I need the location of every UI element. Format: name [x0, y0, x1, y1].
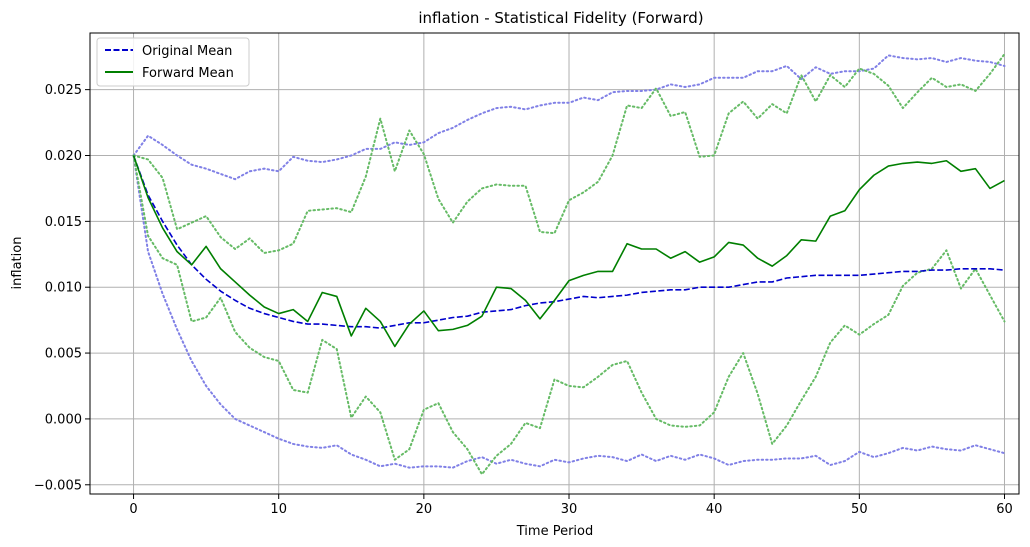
y-tick-label: 0.005 [45, 347, 82, 362]
x-axis-label: Time Period [516, 524, 593, 539]
legend: Original Mean Forward Mean [96, 37, 250, 87]
axis-ticks: 0 10 20 30 40 50 60 −0.005 0.000 0.005 0.010 0.015 0… [34, 83, 1013, 517]
original-band-line [132, 154, 1006, 469]
legend-box [96, 37, 250, 87]
y-tick-label: 0.025 [45, 83, 82, 98]
forward-band-line [132, 154, 1006, 476]
y-tick-label: −0.005 [34, 478, 82, 493]
plot-frame [89, 32, 1020, 495]
chart-title: inflation - Statistical Fidelity (Forwar… [418, 9, 703, 27]
y-tick-label: 0.010 [45, 281, 82, 296]
x-tick-label: 60 [996, 502, 1013, 517]
legend-entry-forward: Forward Mean [142, 66, 234, 81]
forward-band-line [132, 53, 1006, 254]
x-tick-label: 50 [851, 502, 868, 517]
x-tick-label: 20 [416, 502, 433, 517]
forward-mean-line [132, 155, 1005, 348]
legend-entry-original: Original Mean [142, 44, 232, 59]
original-band-line [132, 54, 1006, 181]
x-tick-label: 0 [129, 502, 137, 517]
y-tick-label: 0.015 [45, 215, 82, 230]
x-tick-label: 30 [561, 502, 578, 517]
y-axis-label: inflation [10, 237, 25, 290]
x-tick-label: 10 [270, 502, 287, 517]
original-mean-line [132, 155, 1005, 329]
x-tick-label: 40 [706, 502, 723, 517]
grid-lines [90, 33, 1019, 494]
series-layer [132, 53, 1006, 476]
y-tick-label: 0.000 [45, 412, 82, 427]
y-tick-label: 0.020 [45, 149, 82, 164]
